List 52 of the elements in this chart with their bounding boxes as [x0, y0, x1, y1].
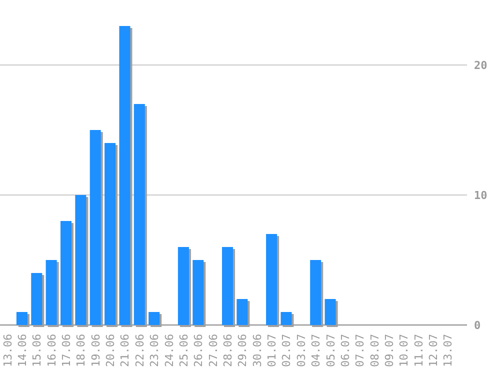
x-tick-label: 15.06 — [30, 334, 44, 367]
x-tick-label: 26.06 — [192, 334, 206, 367]
x-tick-label: 12.07 — [427, 334, 440, 367]
x-tick-label: 19.06 — [89, 334, 102, 367]
x-tick-label: 17.06 — [60, 334, 73, 367]
x-tick-label: 20.06 — [104, 334, 118, 367]
x-tick-label: 03.07 — [294, 334, 308, 367]
bar — [148, 312, 160, 325]
bar — [119, 26, 130, 325]
x-tick-label: 10.07 — [398, 334, 411, 367]
bar — [31, 273, 42, 325]
bar — [222, 247, 234, 325]
x-tick-label: 14.06 — [16, 334, 29, 367]
x-tick-label: 02.07 — [280, 334, 294, 367]
x-tick-label: 24.06 — [162, 334, 176, 367]
x-tick-label: 27.06 — [206, 334, 220, 367]
bar — [236, 299, 248, 325]
x-tick-label: 09.07 — [383, 334, 396, 367]
x-tick-label: 16.06 — [45, 334, 58, 367]
x-tick-label: 07.07 — [354, 334, 367, 367]
x-tick-label: 04.07 — [310, 334, 323, 367]
x-tick-label: 05.07 — [324, 334, 338, 367]
x-tick-label: 01.07 — [266, 334, 279, 367]
x-tick-label: 25.06 — [177, 334, 190, 367]
x-tick-label: 29.06 — [236, 334, 250, 367]
y-tick-label: 0 — [474, 318, 481, 332]
x-tick-label: 22.06 — [133, 334, 146, 367]
bar — [266, 234, 278, 325]
bar — [75, 195, 86, 325]
bar — [46, 260, 57, 325]
bar — [280, 312, 292, 325]
bar — [16, 312, 28, 325]
x-tick-label: 11.07 — [412, 334, 426, 367]
bar — [104, 143, 116, 325]
x-tick-label: 08.07 — [368, 334, 382, 367]
x-tick-label: 06.07 — [338, 334, 352, 367]
x-tick-label: 30.06 — [250, 334, 264, 367]
x-tick-label: 13.07 — [442, 334, 455, 367]
bar — [178, 247, 189, 325]
bar — [90, 130, 101, 325]
x-tick-label: 13.06 — [1, 334, 14, 367]
bar — [310, 260, 322, 325]
y-tick-label: 20 — [474, 58, 488, 72]
x-tick-label: 21.06 — [118, 334, 132, 367]
bar — [192, 260, 204, 325]
bar — [324, 299, 336, 325]
bar — [134, 104, 145, 325]
bar — [60, 221, 72, 325]
y-tick-label: 10 — [474, 188, 488, 202]
x-tick-label: 18.06 — [74, 334, 88, 367]
x-tick-label: 28.06 — [222, 334, 234, 367]
x-tick-label: 23.06 — [148, 334, 162, 367]
